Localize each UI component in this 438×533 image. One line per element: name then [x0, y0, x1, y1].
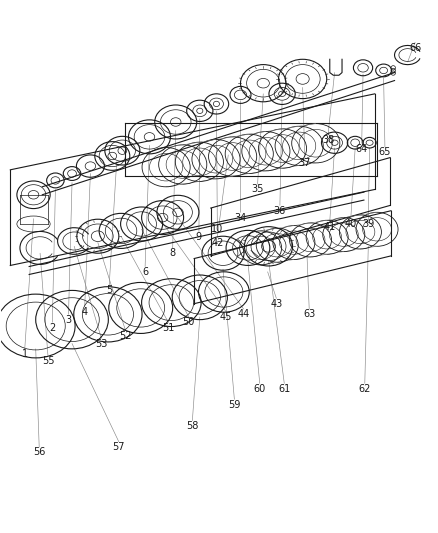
Text: 4: 4 — [81, 306, 88, 317]
Text: 64: 64 — [355, 143, 367, 154]
Text: 36: 36 — [273, 206, 286, 216]
Text: 35: 35 — [251, 184, 263, 195]
Text: 40: 40 — [344, 219, 356, 229]
Text: 63: 63 — [302, 309, 314, 319]
Text: 39: 39 — [361, 219, 374, 229]
Text: 2: 2 — [49, 322, 55, 333]
Text: 3: 3 — [65, 314, 71, 325]
Text: 9: 9 — [195, 232, 201, 243]
Text: 43: 43 — [270, 298, 282, 309]
Text: 62: 62 — [358, 384, 370, 394]
Text: 42: 42 — [211, 238, 223, 248]
Text: 41: 41 — [323, 222, 335, 232]
Text: 66: 66 — [408, 43, 420, 53]
Text: 57: 57 — [112, 442, 125, 452]
Text: 37: 37 — [298, 158, 310, 168]
Text: 53: 53 — [95, 338, 107, 349]
Text: 1: 1 — [21, 349, 28, 359]
Text: 59: 59 — [228, 400, 240, 410]
Text: 52: 52 — [119, 330, 131, 341]
Text: 5: 5 — [106, 285, 112, 295]
Text: 50: 50 — [182, 317, 194, 327]
Text: 34: 34 — [234, 213, 246, 223]
Text: 55: 55 — [42, 356, 54, 366]
Text: 8: 8 — [169, 248, 175, 258]
Text: 6: 6 — [142, 267, 148, 277]
Text: 58: 58 — [186, 421, 198, 431]
Text: 44: 44 — [237, 309, 249, 319]
Text: 61: 61 — [278, 384, 290, 394]
Text: 10: 10 — [211, 224, 223, 235]
Text: 65: 65 — [378, 147, 390, 157]
Text: 60: 60 — [253, 384, 265, 394]
Text: 51: 51 — [162, 322, 174, 333]
Text: 56: 56 — [33, 448, 45, 457]
Text: 38: 38 — [321, 135, 333, 145]
Text: 45: 45 — [219, 312, 232, 322]
